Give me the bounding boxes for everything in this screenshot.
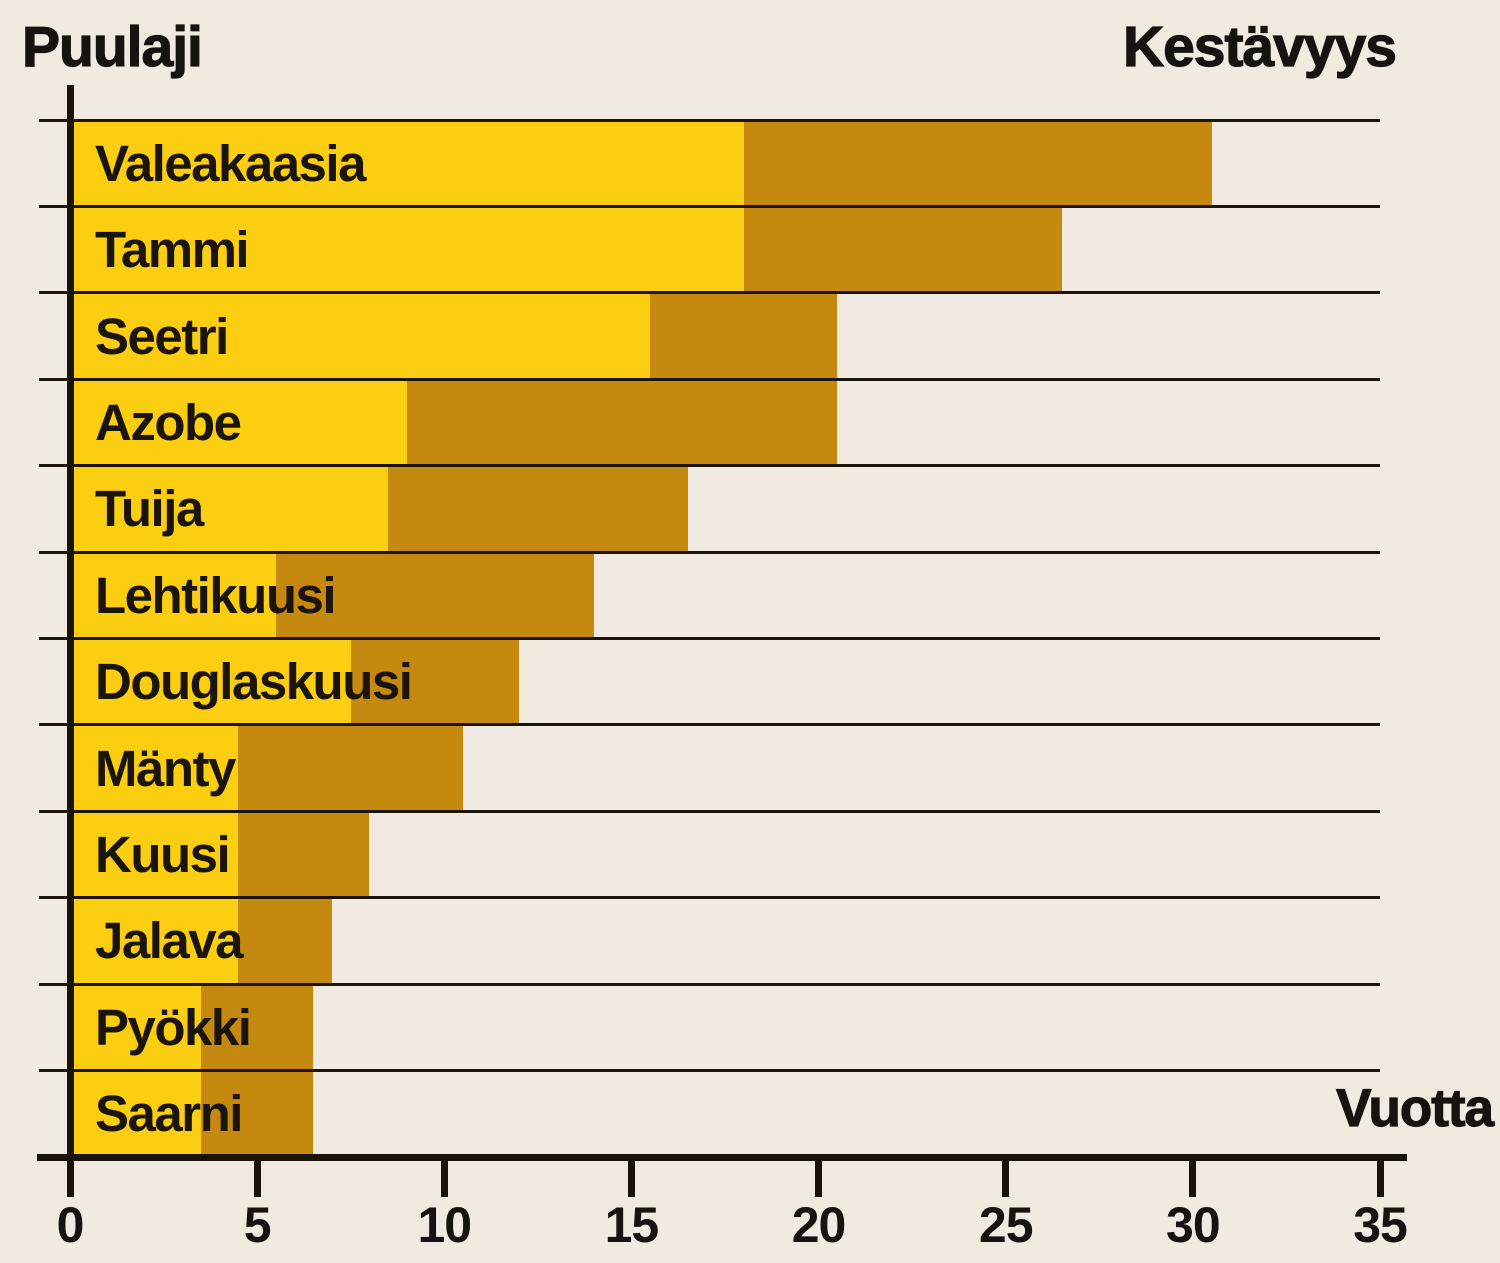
x-tick-label-15: 15: [604, 1197, 660, 1253]
x-tick-5: [253, 1161, 261, 1197]
bar-min-mänty: [72, 724, 239, 812]
gridline: [39, 896, 1380, 900]
row-label-mänty: Mänty: [95, 739, 236, 797]
bar-min-jalava: [72, 897, 239, 985]
bar-min-kuusi: [72, 811, 239, 898]
x-tick-20: [815, 1161, 823, 1197]
gridline: [39, 982, 1380, 986]
bar-min-azobe: [72, 379, 407, 466]
gridline: [39, 723, 1380, 727]
x-tick-25: [1002, 1161, 1010, 1197]
row-label-kuusi: Kuusi: [95, 826, 231, 884]
x-axis: [37, 1154, 1407, 1161]
row-label-douglaskuusi: Douglaskuusi: [95, 653, 413, 711]
x-tick-label-35: 35: [1353, 1197, 1408, 1253]
gridline: [39, 464, 1380, 468]
gridline: [39, 550, 1380, 554]
bar-min-seetri: [72, 292, 651, 380]
gridline: [39, 118, 1380, 122]
row-label-pyökki: Pyökki: [95, 998, 252, 1056]
row-label-tammi: Tammi: [95, 221, 250, 279]
bar-min-lehtikuusi: [72, 552, 276, 639]
x-tick-30: [1189, 1161, 1197, 1197]
x-tick-10: [440, 1161, 448, 1197]
x-tick-0: [66, 1161, 74, 1197]
row-label-saarni: Saarni: [95, 1085, 243, 1143]
chart-title-kestavyys: Kestävyys: [1122, 14, 1397, 79]
gridline: [39, 637, 1380, 640]
x-axis-unit-label: Vuotta: [1335, 1078, 1494, 1138]
x-tick-label-20: 20: [791, 1197, 847, 1253]
row-label-lehtikuusi: Lehtikuusi: [95, 566, 337, 624]
chart-title-puulaji: Puulaji: [21, 14, 203, 79]
row-label-azobe: Azobe: [95, 393, 242, 451]
bar-min-tammi: [72, 206, 744, 293]
gridline: [39, 291, 1380, 295]
gridline: [39, 1069, 1380, 1073]
gridline: [39, 377, 1380, 381]
bar-min-valeakaasia: [72, 120, 744, 207]
row-label-jalava: Jalava: [95, 912, 244, 970]
bar-min-douglaskuusi: [72, 638, 351, 725]
y-axis: [67, 85, 74, 1161]
row-label-tuija: Tuija: [95, 480, 204, 538]
bar-min-saarni: [72, 1070, 201, 1157]
bar-min-pyökki: [72, 984, 201, 1071]
x-tick-label-10: 10: [417, 1197, 472, 1253]
x-tick-label-0: 0: [56, 1197, 85, 1253]
x-tick-35: [1376, 1161, 1384, 1197]
bar-min-tuija: [72, 465, 389, 553]
x-tick-label-25: 25: [978, 1197, 1034, 1253]
gridline: [39, 204, 1380, 208]
row-label-seetri: Seetri: [95, 307, 229, 365]
gridline: [39, 809, 1380, 813]
row-label-valeakaasia: Valeakaasia: [95, 134, 366, 192]
x-tick-label-30: 30: [1166, 1197, 1221, 1253]
x-tick-15: [627, 1161, 635, 1197]
x-tick-label-5: 5: [243, 1197, 272, 1253]
